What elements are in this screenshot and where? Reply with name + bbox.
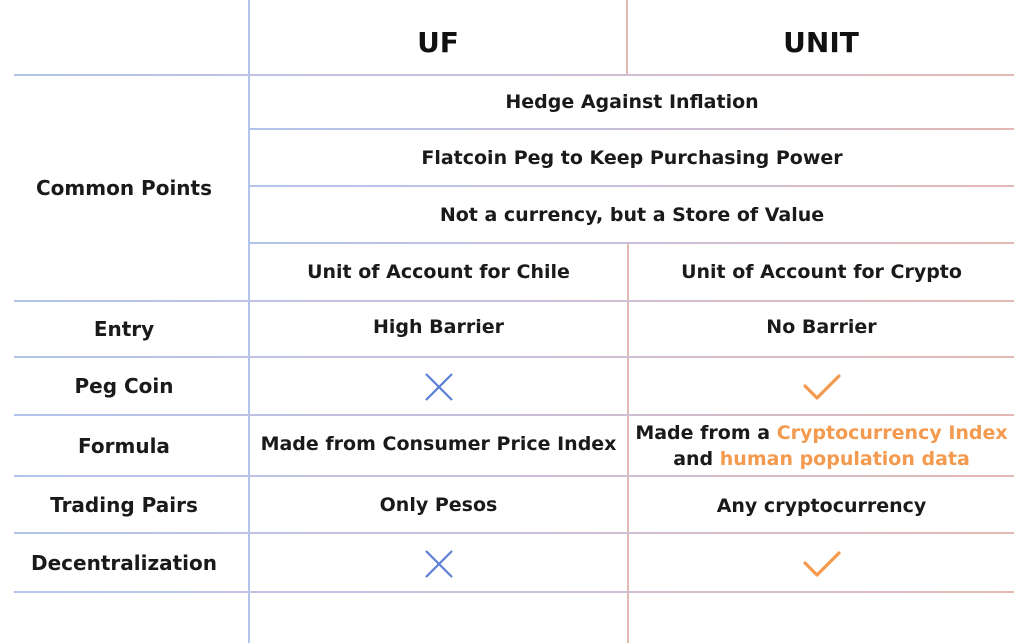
- unit-formula-line-1: Made from a Cryptocurrency Index: [635, 420, 1007, 446]
- unit-formula-line-2: and human population data: [673, 446, 970, 472]
- row-divider: [250, 128, 1014, 130]
- uf-entry: High Barrier: [373, 316, 504, 338]
- unit-entry: No Barrier: [766, 316, 877, 338]
- check-icon: [802, 374, 841, 400]
- crypto-index-highlight: Cryptocurrency Index: [776, 421, 1008, 444]
- row-label-peg-coin: Peg Coin: [74, 374, 174, 398]
- unit-unit-of-account: Unit of Account for Crypto: [681, 261, 962, 283]
- shared-point-hedge: Hedge Against Inflation: [505, 91, 759, 113]
- row-divider: [14, 475, 1014, 477]
- row-divider: [14, 532, 1014, 534]
- row-label-trading-pairs: Trading Pairs: [50, 492, 198, 517]
- row-divider: [14, 414, 1014, 416]
- row-divider: [14, 300, 1014, 302]
- population-data-highlight: human population data: [719, 447, 970, 470]
- header-column-divider: [626, 0, 628, 74]
- row-divider: [250, 185, 1014, 187]
- unit-formula-text-2: and: [673, 447, 720, 470]
- left-column-divider: [248, 0, 250, 643]
- column-header-unit: UNIT: [783, 26, 859, 59]
- row-divider: [250, 242, 1014, 244]
- uf-trading-pairs: Only Pesos: [379, 493, 498, 516]
- middle-column-divider: [627, 242, 629, 643]
- row-divider: [14, 591, 1014, 593]
- shared-point-store-of-value: Not a currency, but a Store of Value: [439, 203, 825, 226]
- uf-unit-of-account: Unit of Account for Chile: [307, 261, 570, 283]
- uf-decentralization-cell: [250, 534, 627, 593]
- row-divider: [14, 74, 1014, 76]
- row-label-entry: Entry: [93, 317, 155, 341]
- unit-trading-pairs: Any cryptocurrency: [716, 494, 927, 517]
- shared-point-peg: Flatcoin Peg to Keep Purchasing Power: [421, 146, 843, 169]
- unit-formula: Made from a Cryptocurrency Index and hum…: [629, 416, 1014, 475]
- row-divider: [14, 356, 1014, 358]
- row-label-formula: Formula: [78, 433, 170, 458]
- uf-peg-coin-cell: [250, 358, 627, 416]
- uf-formula: Made from Consumer Price Index: [260, 432, 617, 455]
- column-header-uf: UF: [417, 26, 459, 59]
- row-label-common-points: Common Points: [36, 176, 212, 200]
- unit-peg-coin-cell: [629, 358, 1014, 416]
- unit-formula-text-1: Made from a: [635, 421, 777, 444]
- check-icon: [802, 550, 841, 577]
- row-label-decentralization: Decentralization: [31, 550, 217, 575]
- cross-icon: [424, 549, 453, 578]
- cross-icon: [424, 373, 453, 401]
- unit-decentralization-cell: [629, 534, 1014, 593]
